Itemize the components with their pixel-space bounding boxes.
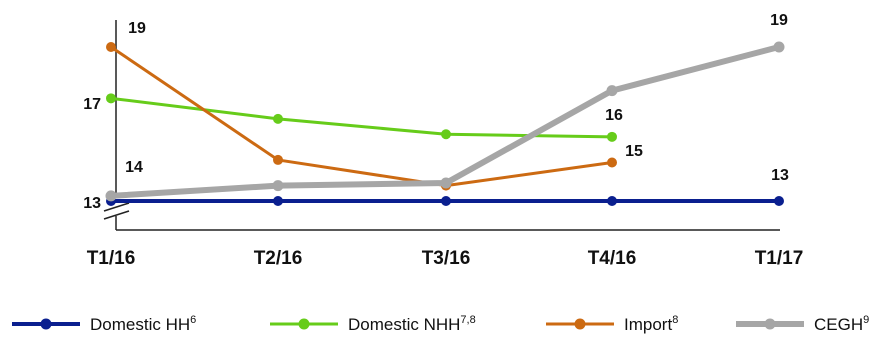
data-label: 16 (605, 107, 623, 124)
legend: Domestic HH6 Domestic NHH7,8 Import8 CEGH9 (12, 314, 869, 334)
point-import-4 (607, 157, 617, 168)
legend-label: CEGH9 (814, 314, 869, 334)
x-tick-label: T1/16 (87, 248, 136, 269)
legend-swatch-marker (574, 318, 586, 330)
data-label: 19 (770, 12, 788, 29)
legend-swatch-marker (40, 318, 52, 330)
legend-item-import: Import8 (546, 314, 678, 334)
point-domestic-nhh-2 (273, 113, 283, 124)
legend-swatch-marker (298, 318, 310, 330)
series-group (105, 41, 785, 206)
legend-swatch-marker (764, 318, 776, 330)
point-domestic-nhh-3 (441, 129, 451, 140)
legend-item-domestic-hh: Domestic HH6 (12, 314, 196, 334)
axis-break-mark-upper (103, 202, 130, 212)
data-label: 17 (83, 96, 101, 113)
data-label: 15 (625, 143, 643, 160)
legend-item-cegh: CEGH9 (736, 314, 869, 334)
x-tick-label: T1/17 (755, 248, 804, 269)
point-cegh-2 (272, 180, 284, 192)
data-label: 14 (125, 159, 143, 176)
legend-label: Import8 (624, 314, 678, 334)
x-tick-label: T2/16 (254, 248, 303, 269)
data-label: 13 (771, 167, 789, 184)
series-line-cegh (108, 44, 782, 199)
x-tick-label: T4/16 (588, 248, 637, 269)
point-import-2 (273, 154, 283, 165)
data-label: 19 (128, 20, 146, 37)
data-label: 13 (83, 195, 101, 212)
point-domestic-nhh-4 (607, 131, 617, 142)
data-labels: 19 17 14 13 16 15 19 13 (83, 12, 789, 212)
point-import-1 (106, 42, 116, 52)
point-domestic-hh-5 (774, 196, 784, 206)
legend-item-domestic-nhh: Domestic NHH7,8 (270, 314, 476, 334)
point-cegh-3 (440, 177, 452, 189)
point-domestic-hh-4 (607, 196, 617, 206)
point-domestic-hh-2 (273, 196, 283, 206)
point-domestic-hh-3 (441, 196, 451, 206)
x-tick-labels: T1/16 T2/16 T3/16 T4/16 T1/17 (87, 248, 804, 269)
axis-break-mark-lower (103, 210, 130, 220)
series-line-import (109, 45, 614, 188)
legend-label: Domestic HH6 (90, 314, 196, 334)
legend-label: Domestic NHH7,8 (348, 314, 476, 334)
point-cegh-5 (773, 41, 785, 53)
x-tick-label: T3/16 (422, 248, 471, 269)
point-cegh-4 (606, 85, 618, 97)
point-domestic-nhh-1 (106, 93, 116, 104)
point-cegh-1 (105, 190, 117, 202)
